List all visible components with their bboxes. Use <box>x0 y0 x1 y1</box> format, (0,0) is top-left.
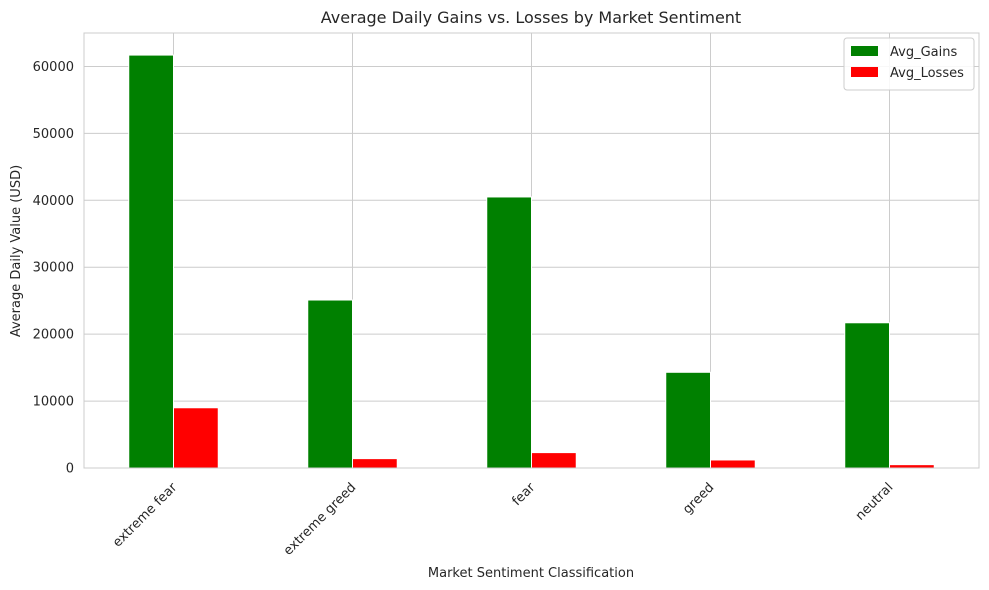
y-tick-label: 40000 <box>33 194 74 209</box>
legend-swatch <box>851 46 878 56</box>
legend-label: Avg_Losses <box>890 66 964 81</box>
bar-avg-losses <box>710 459 756 469</box>
bar-avg-losses <box>173 407 219 469</box>
y-tick-label: 0 <box>66 462 74 477</box>
y-tick-label: 50000 <box>33 127 74 142</box>
legend-label: Avg_Gains <box>890 45 957 60</box>
bar-avg-losses <box>352 458 398 469</box>
bar-avg-losses <box>889 464 935 469</box>
legend-swatch <box>851 67 878 77</box>
bar-avg-losses <box>531 452 577 469</box>
bar-avg-gains <box>128 54 174 469</box>
bars <box>128 54 935 469</box>
y-tick-label: 30000 <box>33 261 74 276</box>
y-tick-label: 60000 <box>33 60 74 75</box>
y-axis-ticks: 0 10000 20000 30000 40000 50000 60000 <box>33 60 74 477</box>
x-axis-label: Market Sentiment Classification <box>428 566 634 581</box>
bar-avg-gains <box>844 322 890 469</box>
legend: Avg_Gains Avg_Losses <box>843 37 975 91</box>
y-axis-label: Average Daily Value (USD) <box>9 165 24 337</box>
bar-avg-gains <box>307 299 353 469</box>
chart-title: Average Daily Gains vs. Losses by Market… <box>321 8 741 27</box>
plot-frame <box>83 32 980 469</box>
y-tick-label: 10000 <box>33 395 74 410</box>
y-tick-label: 20000 <box>33 328 74 343</box>
bar-avg-gains <box>665 371 711 469</box>
bar-avg-gains <box>486 196 532 469</box>
